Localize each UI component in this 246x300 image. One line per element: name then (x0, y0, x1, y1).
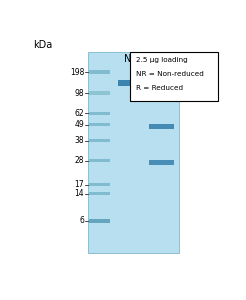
Bar (89, 70, 110, 74)
Text: NR: NR (124, 55, 138, 64)
Bar (89, 123, 110, 126)
Text: 49: 49 (74, 120, 84, 129)
Bar (89, 192, 110, 196)
Text: 62: 62 (75, 109, 84, 118)
Text: 17: 17 (75, 180, 84, 189)
Bar (88, 52, 180, 253)
Text: R: R (158, 55, 165, 64)
Text: NR = Non-reduced: NR = Non-reduced (136, 71, 203, 77)
Bar (89, 92, 110, 95)
Text: 14: 14 (75, 189, 84, 198)
Bar (89, 183, 110, 186)
Bar (149, 160, 174, 165)
Text: R = Reduced: R = Reduced (136, 85, 183, 91)
Bar (149, 124, 174, 129)
Bar (89, 112, 110, 115)
Bar (89, 219, 110, 223)
Bar (89, 159, 110, 162)
Bar (119, 80, 143, 86)
Text: 38: 38 (75, 136, 84, 145)
Text: 2.5 μg loading: 2.5 μg loading (136, 57, 187, 63)
Bar (130, 52, 218, 101)
Text: 98: 98 (75, 89, 84, 98)
Text: kDa: kDa (33, 40, 52, 50)
Bar (89, 139, 110, 142)
Text: 28: 28 (75, 156, 84, 165)
Text: 198: 198 (70, 68, 84, 77)
Text: 6: 6 (79, 217, 84, 226)
